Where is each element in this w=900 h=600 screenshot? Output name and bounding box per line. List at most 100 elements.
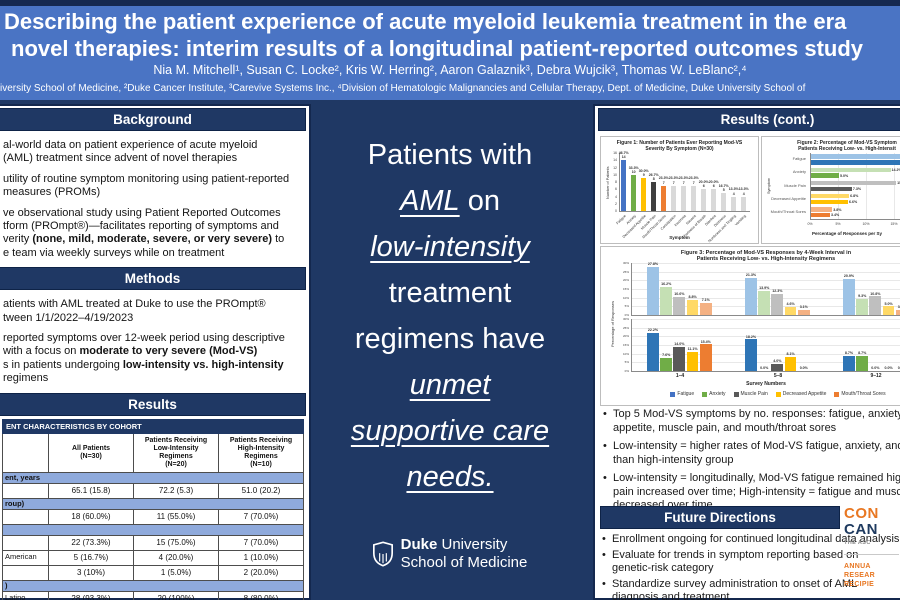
text-line: utility of routine symptom monitoring us…: [3, 173, 309, 186]
text-run: s in patients undergoing: [3, 358, 123, 371]
duke-university: University: [441, 536, 508, 553]
x-axis-label: Symptom: [669, 235, 690, 240]
bar: [811, 194, 850, 199]
future-text: Evaluate for trends in symptom reporting…: [612, 549, 859, 574]
y-tick-label: 10%: [622, 295, 629, 300]
bar: [731, 196, 737, 211]
gridline: [631, 362, 900, 364]
bar-value-label: 20.0% 6: [708, 180, 719, 189]
text-run: to: [272, 233, 285, 246]
y-tick-label: 30%: [622, 317, 629, 321]
cell-value: 51.0 (20.2): [217, 482, 305, 499]
y-axis-label: Percentage of Responses: [610, 300, 615, 347]
affiliations-line: iversity School of Medicine, ²Duke Cance…: [0, 83, 806, 94]
x-axis-label: Percentage of Responses per Sy: [811, 231, 883, 236]
gridline: [631, 353, 900, 355]
paragraph: al-world data on patient experience of a…: [3, 139, 309, 166]
y-tick-label: 2: [615, 201, 617, 206]
legend-swatch: [670, 391, 676, 397]
callout-run: AML: [400, 185, 460, 217]
bullet-dot: •: [602, 578, 606, 590]
bullet-dot: •: [603, 472, 607, 484]
bar-value-label: 12.3%: [772, 289, 783, 294]
y-tick-label: 6: [615, 187, 617, 192]
table-row: 18 (60.0%) 11 (55.0%) 7 (70.0%): [2, 508, 305, 525]
cell-value: 11 (55.0%): [133, 508, 219, 525]
x-axis-label: Survey Numbers: [746, 381, 786, 387]
bar: [660, 286, 672, 315]
bar: [701, 189, 707, 211]
bar: [895, 309, 900, 315]
future-text: Enrollment ongoing for continued longitu…: [612, 533, 900, 545]
cell-value: 65.1 (15.8): [48, 482, 134, 499]
characteristics-table: ENT CHARACTERISTICS BY COHORT All Patient…: [1, 418, 305, 600]
callout-run: unmet: [409, 369, 491, 401]
x-tick-label: 0%: [807, 221, 813, 226]
bar: [641, 178, 647, 211]
paragraph: utility of routine symptom monitoring us…: [3, 173, 309, 200]
bar: [784, 356, 797, 371]
bar-value-label: 23.3% 7: [678, 176, 689, 185]
section-row-label: ): [1, 579, 305, 592]
callout-run: regimens have: [354, 323, 546, 355]
bar: [811, 186, 852, 191]
bullet-dot: •: [602, 549, 606, 561]
bar-value-label: 8.7%: [858, 351, 867, 356]
paragraph: atients with AML treated at Duke to use …: [3, 298, 309, 325]
figure-2-title: Figure 2: Percentage of Mod-VS Symptom P…: [797, 140, 897, 152]
bar: [681, 185, 687, 211]
callout-run: on: [459, 185, 500, 217]
figure-3-legend: Fatigue Anxiety Muscle Pain Decreased Appet…: [631, 391, 900, 397]
cell-value: 4 (20.0%): [133, 549, 219, 566]
row-label: [2, 482, 49, 499]
text-line: regimens: [3, 372, 309, 385]
bar: [661, 185, 667, 211]
authors-line: Nia M. Mitchell¹, Susan C. Locke², Kris …: [153, 63, 747, 77]
bar: [811, 173, 839, 178]
finding-text: Low-intensity = longitudinally, Mod-VS f…: [613, 472, 900, 511]
bar-value-label: 10.8%: [870, 291, 881, 296]
cell-value: 18 (60.0%): [48, 508, 134, 525]
bar: [843, 355, 855, 371]
group-label: 5–8: [773, 373, 783, 379]
gridline: [631, 319, 900, 320]
y-tick-label: 16: [613, 151, 617, 155]
bar-value-label: 3.4%: [831, 213, 840, 218]
bar: [651, 182, 657, 211]
figure-3-title: Figure 3: Percentage of Mod-VS Responses…: [680, 250, 852, 262]
table-row: American 5 (16.7%) 4 (20.0%) 1 (10.0%): [2, 549, 305, 566]
bar-value-label: 0.0%: [897, 366, 900, 371]
gridline: [838, 153, 839, 219]
future-bullet: • Enrollment ongoing for continued longit…: [600, 533, 900, 546]
text-run: (none, mild, moderate, severe, or very s…: [32, 233, 273, 246]
bar-value-label: 18.2%: [745, 334, 757, 339]
bar: [721, 192, 727, 211]
legend-swatch: [834, 391, 840, 397]
legend-item: Decreased Appetite: [775, 391, 826, 397]
bar-value-label: 23.3% 7: [668, 176, 679, 185]
column-header: All Patients (N=30): [48, 432, 134, 473]
table-row: 3 (10%) 1 (5.0%) 2 (20.0%): [2, 564, 305, 581]
callout-text: Patients with AML on low-intensity treatmen…: [307, 104, 593, 500]
cell-value: 2 (20.0%): [217, 564, 305, 581]
bar-value-label: 7.1%: [701, 298, 710, 303]
callout-line: low-intensity: [307, 224, 593, 270]
figure-3-plot: [631, 263, 900, 316]
bar-value-label: 6.6%: [848, 200, 858, 205]
legend-label: Anxiety: [709, 391, 726, 397]
patient-characteristics-table: ENT CHARACTERISTICS BY COHORT All Patient…: [1, 418, 306, 600]
conquer-cancer-tagline: THE ASC: [844, 540, 871, 546]
bar: [621, 160, 627, 211]
callout-line: unmet: [307, 362, 593, 408]
bar-value-label: 21.3%: [745, 273, 757, 278]
bar-value-label: 0.0%: [760, 366, 769, 371]
text-line: verity (none, mild, moderate, severe, or…: [3, 233, 309, 246]
callout-line: needs.: [307, 454, 593, 500]
future-text: Standardize survey administration to ons…: [612, 578, 858, 600]
cell-value: 28 (93.3%): [48, 590, 134, 600]
table-row: roup): [1, 497, 305, 510]
x-tick-label: 5%: [835, 221, 841, 226]
bar-value-label: 8.7%: [844, 351, 854, 356]
bar-value-label: 26.7% 8: [648, 172, 659, 181]
